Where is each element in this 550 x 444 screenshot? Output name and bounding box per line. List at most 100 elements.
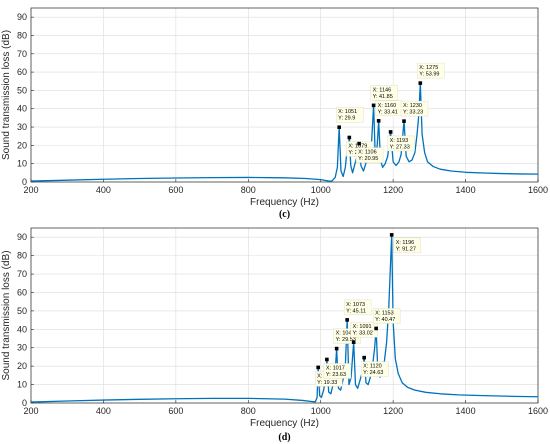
x-tick-label: 1600 — [528, 185, 548, 195]
y-tick-label: 30 — [17, 122, 27, 132]
y-tick-label: 50 — [17, 85, 27, 95]
panel-label: (c) — [279, 209, 290, 220]
x-tick-label: 600 — [168, 185, 183, 195]
datatip-y: Y: 45.11 — [346, 308, 366, 314]
datatip-x: X: 1275 — [419, 65, 438, 71]
datatip-marker — [337, 125, 341, 130]
x-tick-label: 1000 — [311, 185, 331, 195]
x-axis-label: Frequency (Hz) — [250, 197, 319, 208]
plot-area — [31, 8, 538, 182]
datatip-x: X: 1193 — [390, 138, 409, 144]
datatip-y: Y: 29.53 — [336, 337, 356, 343]
datatip-x: X: 1079 — [348, 143, 367, 149]
y-tick-label: 60 — [17, 67, 27, 77]
datatip-y: Y: 23.63 — [326, 372, 346, 378]
datatip-marker — [347, 135, 352, 140]
datatip-x: X: 1146 — [373, 87, 392, 93]
chart-panel-d: 200 400 600 800 1000 1200 1400 1600 0 10 20 30 40 50 6… — [1, 227, 548, 443]
datatip-marker — [316, 365, 320, 370]
datatip-marker — [389, 233, 394, 237]
datatip-x: X: 1017 — [326, 365, 345, 371]
datatip-x: X: 1091 — [353, 324, 372, 330]
datatip-x: X: 1196 — [396, 240, 415, 246]
datatip-box — [355, 147, 384, 163]
datatip-x: X: 1120 — [363, 364, 382, 370]
y-tick-label: 60 — [17, 287, 27, 297]
datatip-marker — [388, 130, 393, 134]
panel-label: (d) — [278, 432, 290, 443]
x-tick-label: 1200 — [383, 406, 403, 416]
datatip-marker — [374, 326, 378, 331]
x-tick-label: 1200 — [383, 185, 403, 195]
axes-box — [30, 7, 539, 183]
x-tick-label: 1000 — [311, 406, 331, 416]
y-tick-label: 0 — [22, 398, 27, 408]
datatip-box — [370, 85, 398, 101]
datatip-marker — [334, 346, 339, 351]
datatip-box — [323, 363, 352, 379]
y-tick-label: 90 — [17, 12, 27, 22]
datatip-x: X: 1073 — [346, 302, 365, 308]
datatip-y: Y: 24.63 — [363, 370, 383, 376]
datatip-marker — [402, 119, 406, 123]
datatip-box — [360, 361, 389, 377]
y-tick-label: 30 — [17, 343, 27, 353]
y-tick-label: 90 — [17, 232, 27, 242]
datatip-y: Y: 53.99 — [419, 72, 439, 78]
y-axis-label: Sound transmission loss (dB) — [1, 250, 12, 380]
datatip-marker — [345, 318, 349, 322]
plot-area — [31, 228, 538, 403]
x-tick-label: 1400 — [456, 406, 476, 416]
datatip-marker — [325, 357, 329, 362]
datatip-x: X: 1044 — [336, 331, 355, 337]
y-tick-label: 0 — [22, 177, 27, 187]
datatip-y: Y: 20.95 — [358, 156, 378, 162]
datatip-box — [343, 299, 372, 316]
datatip-y: Y: 29.9 — [338, 116, 355, 122]
y-tick-label: 10 — [17, 380, 27, 390]
datatip-box — [372, 308, 401, 324]
datatip-y: Y: 27.33 — [390, 144, 410, 150]
datatip-marker — [371, 103, 376, 108]
datatip-box — [417, 62, 445, 79]
y-tick-label: 70 — [17, 49, 27, 59]
y-tick-label: 20 — [17, 361, 27, 371]
datatip-marker — [376, 119, 381, 123]
datatip-box — [387, 135, 415, 152]
x-tick-label: 400 — [96, 185, 111, 195]
datatip-box — [400, 100, 429, 117]
x-tick-label: 1600 — [528, 406, 548, 416]
datatip-x: X: 1230 — [403, 103, 422, 109]
datatip-x: X: 1106 — [358, 150, 377, 156]
y-tick-label: 80 — [17, 251, 27, 261]
x-tick-label: 800 — [241, 406, 256, 416]
y-tick-label: 20 — [17, 140, 27, 150]
y-tick-label: 40 — [17, 324, 27, 334]
datatip-y: Y: 33.02 — [353, 331, 373, 337]
y-axis-label: Sound transmission loss (dB) — [1, 30, 12, 160]
datatip-y: Y: 41.85 — [373, 94, 393, 100]
x-tick-label: 200 — [23, 185, 38, 195]
datatip-y: Y: 33.41 — [378, 109, 398, 115]
datatip-marker — [357, 141, 361, 146]
datatip-x: X: 1160 — [378, 103, 397, 109]
y-tick-label: 40 — [17, 104, 27, 114]
datatip-x: X: 1051 — [338, 109, 357, 115]
datatip-box — [393, 237, 421, 254]
datatip-box — [335, 107, 364, 123]
datatip-marker — [351, 340, 356, 344]
axes-box — [30, 227, 539, 404]
x-axis-label: Frequency (Hz) — [250, 418, 319, 429]
y-tick-label: 80 — [17, 30, 27, 40]
x-tick-label: 1400 — [456, 185, 476, 195]
x-tick-label: 800 — [241, 185, 256, 195]
y-tick-label: 70 — [17, 269, 27, 279]
datatip-y: Y: 91.27 — [396, 246, 416, 252]
chart-panel-c: 200 400 600 800 1000 1200 1400 1600 0 10 20 30 40 50 6… — [1, 7, 548, 220]
datatip-y: Y: 40.47 — [375, 317, 395, 323]
y-tick-label: 10 — [17, 159, 27, 169]
x-tick-label: 600 — [168, 406, 183, 416]
datatip-marker — [362, 355, 366, 360]
x-tick-label: 400 — [96, 406, 111, 416]
